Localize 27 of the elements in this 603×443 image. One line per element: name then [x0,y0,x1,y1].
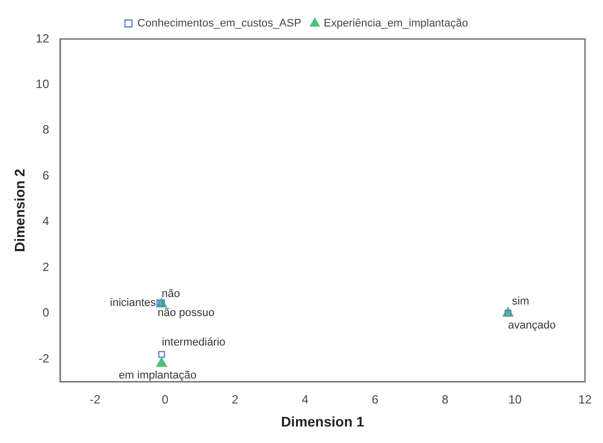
annotation: iniciantes [110,296,156,309]
x-tick-label: 0 [162,392,169,406]
x-tick-label: 4 [302,392,309,406]
y-axis-title: Dimension 2 [11,168,28,252]
annotation: não [162,288,180,300]
x-tick-label: 2 [232,392,239,406]
annotation: não possuo [158,306,215,319]
y-tick-label: -2 [38,351,50,366]
y-tick-label: 4 [42,214,50,228]
annotation: avançado [508,319,556,332]
y-tick-label: 6 [42,168,50,182]
annotation: em implantação [118,370,196,382]
y-tick-label: 10 [36,77,50,92]
x-tick-label: 6 [372,392,379,406]
y-tick-label: 2 [42,260,50,274]
y-tick-label: 8 [42,122,50,137]
y-tick-label: 12 [36,31,50,46]
x-tick-label: 8 [442,392,449,406]
x-tick-label: -2 [90,392,101,406]
legend-label: Experiência_em_implantação [324,18,468,30]
y-tick-label: 0 [42,306,50,320]
legend-label: Conhecimentos_em_custos_ASP [137,18,302,30]
annotation: sim [512,295,530,308]
x-axis-title: Dimension 1 [280,413,364,430]
annotation: intermediário [162,336,226,348]
x-tick-label: 12 [578,392,592,406]
x-tick-label: 10 [508,392,522,406]
